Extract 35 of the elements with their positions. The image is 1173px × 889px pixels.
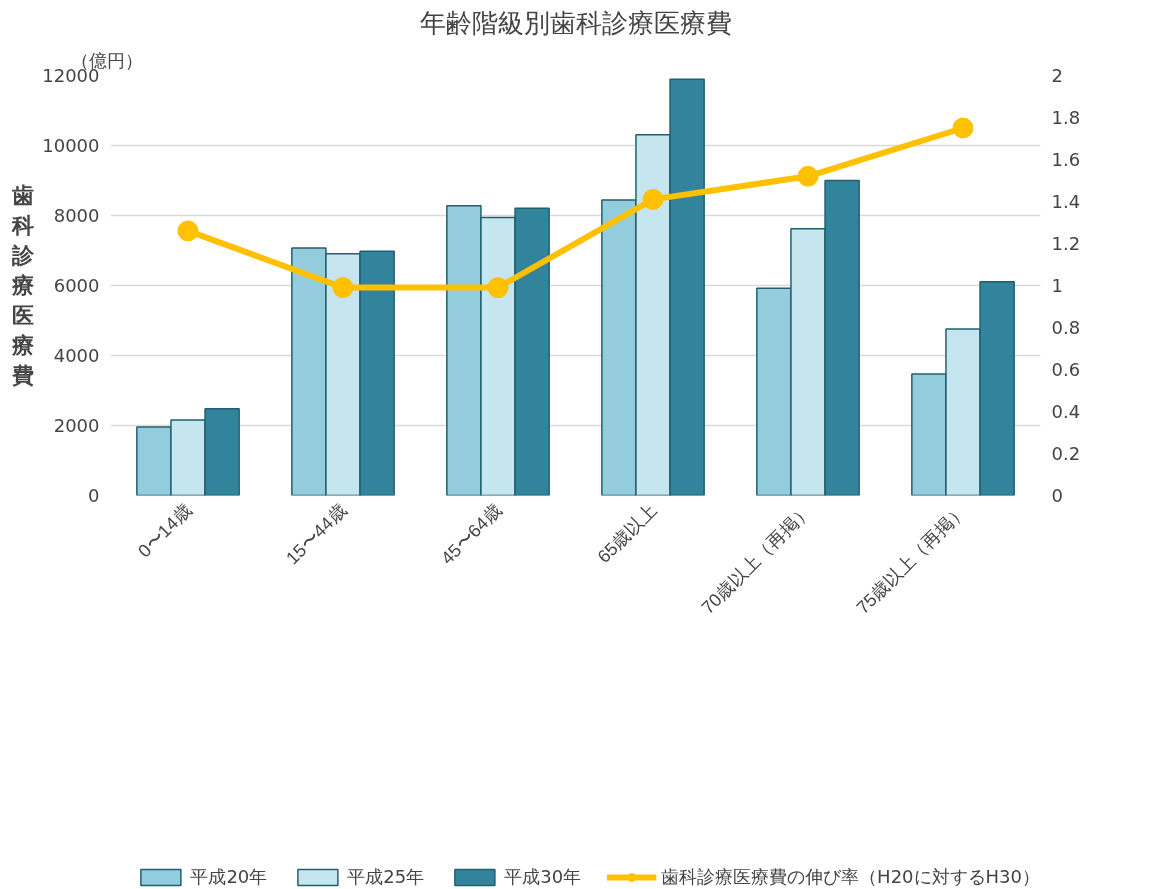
y2-tick-label: 0.8 <box>1051 317 1081 338</box>
y-tick-label: 6000 <box>53 275 100 296</box>
legend-label: 平成30年 <box>504 865 582 889</box>
x-tick-label: 45〜64歳 <box>437 500 506 569</box>
point <box>332 277 354 299</box>
y2-tick-label: 1.2 <box>1051 233 1081 254</box>
point <box>487 277 509 299</box>
y-tick-label: 0 <box>88 485 100 506</box>
y-tick-label: 2000 <box>53 415 100 436</box>
y-tick-label: 4000 <box>53 345 100 366</box>
point <box>642 188 664 210</box>
legend-label: 平成20年 <box>190 865 268 889</box>
y2-tick-label: 0.2 <box>1051 443 1081 464</box>
point <box>177 220 199 242</box>
y2-tick-label: 1 <box>1051 275 1063 296</box>
legend-label: 歯科診療医療費の伸び率（H20に対するH30） <box>661 865 1040 889</box>
y2-tick-label: 1.8 <box>1051 107 1081 128</box>
y2-tick-label: 0 <box>1051 485 1063 506</box>
y-tick-label: 10000 <box>42 135 100 156</box>
x-tick-label: 15〜44歳 <box>282 500 351 569</box>
y2-tick-label: 1.6 <box>1051 149 1081 170</box>
x-tick-label: 70歳以上（再掲） <box>697 500 816 618</box>
chart-title: 年齢階級別歯科診療医療費 <box>419 7 732 38</box>
y2-tick-label: 1.4 <box>1051 191 1081 212</box>
y-tick-label: 8000 <box>53 205 100 226</box>
x-tick-label: 75歳以上（再掲） <box>852 500 971 618</box>
x-tick-label: 0〜14歳 <box>134 500 196 562</box>
x-tick-label: 65歳以上 <box>593 500 661 567</box>
point <box>952 117 974 139</box>
y2-tick-label: 2 <box>1051 65 1063 86</box>
point <box>797 165 819 187</box>
legend-label: 平成25年 <box>347 865 425 889</box>
y2-tick-label: 0.4 <box>1051 401 1081 422</box>
y-axis-title: 歯科診療医療費 <box>11 183 36 388</box>
y2-tick-label: 0.6 <box>1051 359 1081 380</box>
